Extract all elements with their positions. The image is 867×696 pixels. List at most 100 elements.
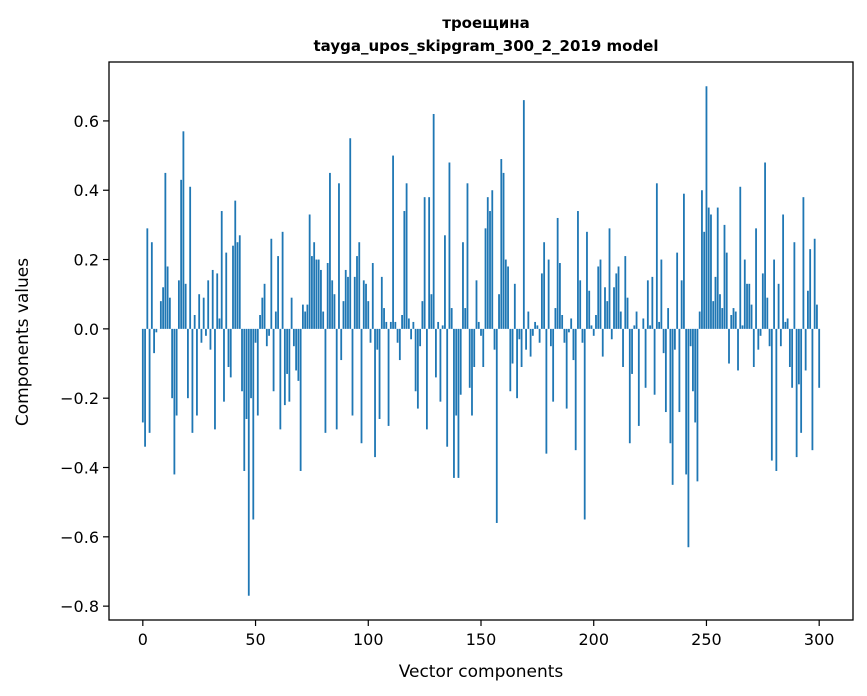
bar bbox=[425, 328, 428, 430]
bar bbox=[619, 311, 622, 329]
bar bbox=[250, 328, 252, 399]
bar bbox=[529, 328, 532, 357]
bar bbox=[209, 328, 212, 350]
bar bbox=[414, 328, 417, 392]
bar bbox=[259, 315, 261, 329]
bar bbox=[579, 280, 582, 329]
bar bbox=[509, 328, 512, 392]
bar bbox=[601, 328, 604, 357]
bar bbox=[338, 183, 340, 329]
bar bbox=[583, 328, 586, 520]
bar bbox=[804, 328, 807, 371]
bar bbox=[173, 328, 176, 475]
bar bbox=[342, 301, 345, 329]
bar bbox=[234, 200, 237, 329]
y-axis-label: Components values bbox=[13, 258, 33, 426]
bar bbox=[349, 138, 352, 329]
bar bbox=[683, 193, 685, 329]
bar bbox=[141, 328, 144, 423]
bar bbox=[725, 252, 728, 329]
bar bbox=[671, 328, 674, 485]
x-axis-label: Vector components bbox=[399, 662, 564, 682]
bar bbox=[737, 328, 739, 371]
bar bbox=[644, 328, 647, 388]
chart-title: троещина bbox=[442, 14, 530, 32]
bar bbox=[680, 280, 683, 329]
bar bbox=[651, 276, 654, 329]
bar bbox=[187, 328, 189, 399]
bar bbox=[642, 318, 645, 329]
bar bbox=[444, 235, 446, 329]
bar bbox=[572, 328, 575, 361]
bar bbox=[673, 328, 676, 350]
bar bbox=[457, 328, 460, 478]
bar bbox=[543, 242, 546, 329]
bar bbox=[622, 328, 624, 367]
bar bbox=[252, 328, 255, 520]
bar bbox=[698, 311, 701, 329]
bar bbox=[552, 328, 555, 402]
bar bbox=[428, 197, 431, 329]
bar bbox=[504, 259, 507, 329]
bar bbox=[491, 190, 494, 329]
bar bbox=[687, 328, 690, 548]
bar bbox=[450, 308, 453, 329]
bar bbox=[669, 328, 672, 444]
bar bbox=[743, 259, 746, 329]
bar bbox=[520, 328, 523, 367]
bar bbox=[367, 301, 370, 329]
bar bbox=[412, 321, 415, 329]
bar bbox=[295, 328, 298, 371]
bar bbox=[380, 276, 383, 329]
bar bbox=[232, 245, 234, 329]
bar bbox=[531, 328, 534, 336]
bar bbox=[646, 280, 649, 329]
bar bbox=[518, 328, 521, 340]
bar bbox=[155, 328, 158, 333]
bar bbox=[419, 328, 422, 347]
bar bbox=[313, 242, 316, 329]
y-tick-label: −0.8 bbox=[60, 597, 99, 616]
bar bbox=[317, 259, 320, 329]
bar bbox=[198, 294, 201, 329]
bar bbox=[595, 315, 597, 329]
x-tick-label: 0 bbox=[138, 630, 148, 649]
bar bbox=[358, 242, 361, 329]
bar bbox=[308, 214, 311, 329]
bar bbox=[238, 235, 241, 329]
bar bbox=[649, 325, 651, 329]
bar bbox=[193, 315, 196, 329]
bar bbox=[527, 311, 530, 329]
bar bbox=[344, 269, 347, 329]
bar bbox=[254, 328, 257, 343]
bar bbox=[637, 328, 640, 426]
bar bbox=[712, 301, 715, 329]
bar bbox=[554, 308, 557, 329]
bar bbox=[631, 328, 633, 374]
bar bbox=[498, 294, 500, 329]
bar bbox=[581, 328, 584, 343]
bar bbox=[795, 328, 798, 458]
bar bbox=[211, 269, 214, 329]
y-tick-label: 0.6 bbox=[74, 112, 99, 131]
bar bbox=[710, 214, 712, 329]
bar bbox=[592, 328, 595, 336]
bar bbox=[500, 159, 503, 329]
bar bbox=[624, 256, 627, 329]
bar bbox=[816, 304, 818, 329]
bar bbox=[455, 328, 458, 416]
bar bbox=[768, 328, 771, 347]
bar bbox=[489, 211, 491, 329]
bar bbox=[153, 328, 155, 354]
bar bbox=[378, 328, 381, 419]
bar bbox=[586, 231, 588, 329]
bar bbox=[365, 283, 367, 329]
bar bbox=[791, 328, 794, 388]
bar bbox=[202, 297, 205, 329]
bar bbox=[464, 308, 467, 329]
bar bbox=[196, 328, 198, 416]
bar bbox=[757, 328, 760, 350]
bar bbox=[340, 328, 343, 361]
y-tick-label: −0.4 bbox=[60, 459, 99, 478]
bar bbox=[207, 280, 210, 329]
